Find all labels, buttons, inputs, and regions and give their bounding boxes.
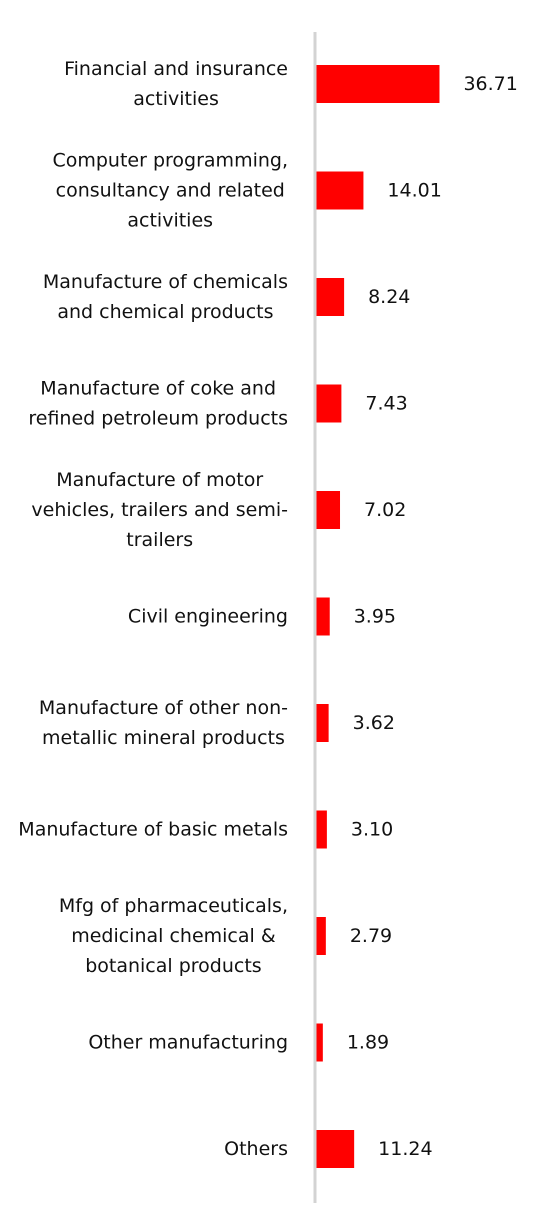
bar <box>316 171 364 210</box>
category-label: activities <box>127 210 213 232</box>
category-label: Civil engineering <box>128 606 288 628</box>
category-label: trailers <box>126 529 193 551</box>
category-label: medicinal chemical & <box>71 925 276 947</box>
bar <box>316 1023 323 1062</box>
value-label: 3.95 <box>354 606 396 628</box>
category-label: activities <box>133 88 219 110</box>
bar <box>316 810 327 849</box>
category-label: Financial and insurance <box>64 58 288 80</box>
value-label: 3.62 <box>353 712 395 734</box>
bar <box>316 278 345 316</box>
category-label: vehicles, trailers and semi- <box>31 499 288 521</box>
value-label: 7.02 <box>364 499 406 521</box>
category-labels-group: Financial and insurance activities Compute… <box>18 58 288 1160</box>
category-label: metallic mineral products <box>42 727 285 749</box>
category-label: Mfg of pharmaceuticals, <box>59 895 288 917</box>
value-label: 14.01 <box>387 180 441 202</box>
category-label: Manufacture of chemicals <box>43 271 288 293</box>
category-label: Others <box>224 1138 288 1160</box>
bar <box>316 491 341 529</box>
bar <box>316 917 326 955</box>
value-label: 7.43 <box>365 393 407 415</box>
category-label: Manufacture of other non- <box>39 697 288 719</box>
bars-group <box>316 65 440 1168</box>
value-labels-group: 36.71 14.01 8.24 7.43 7.02 3.95 3.62 3.10 2.79 1.… <box>347 73 518 1160</box>
category-label: Manufacture of motor <box>56 469 263 491</box>
category-label: Computer programming, <box>52 150 288 172</box>
category-label: and chemical products <box>57 301 273 323</box>
category-label: Manufacture of basic metals <box>18 819 288 841</box>
value-label: 1.89 <box>347 1032 389 1054</box>
value-label: 2.79 <box>350 925 392 947</box>
value-label: 3.10 <box>351 819 393 841</box>
category-label: Other manufacturing <box>88 1032 288 1054</box>
bar <box>316 384 342 423</box>
bar <box>316 1130 355 1168</box>
value-label: 8.24 <box>368 286 410 308</box>
bar <box>316 65 440 103</box>
value-label: 36.71 <box>463 73 517 95</box>
category-label: Manufacture of coke and <box>40 378 276 400</box>
value-label: 11.24 <box>378 1138 432 1160</box>
category-label: refined petroleum products <box>28 408 288 430</box>
bar <box>316 597 330 636</box>
category-label: botanical products <box>85 955 261 977</box>
category-label: consultancy and related <box>56 180 285 202</box>
bar <box>316 704 329 742</box>
